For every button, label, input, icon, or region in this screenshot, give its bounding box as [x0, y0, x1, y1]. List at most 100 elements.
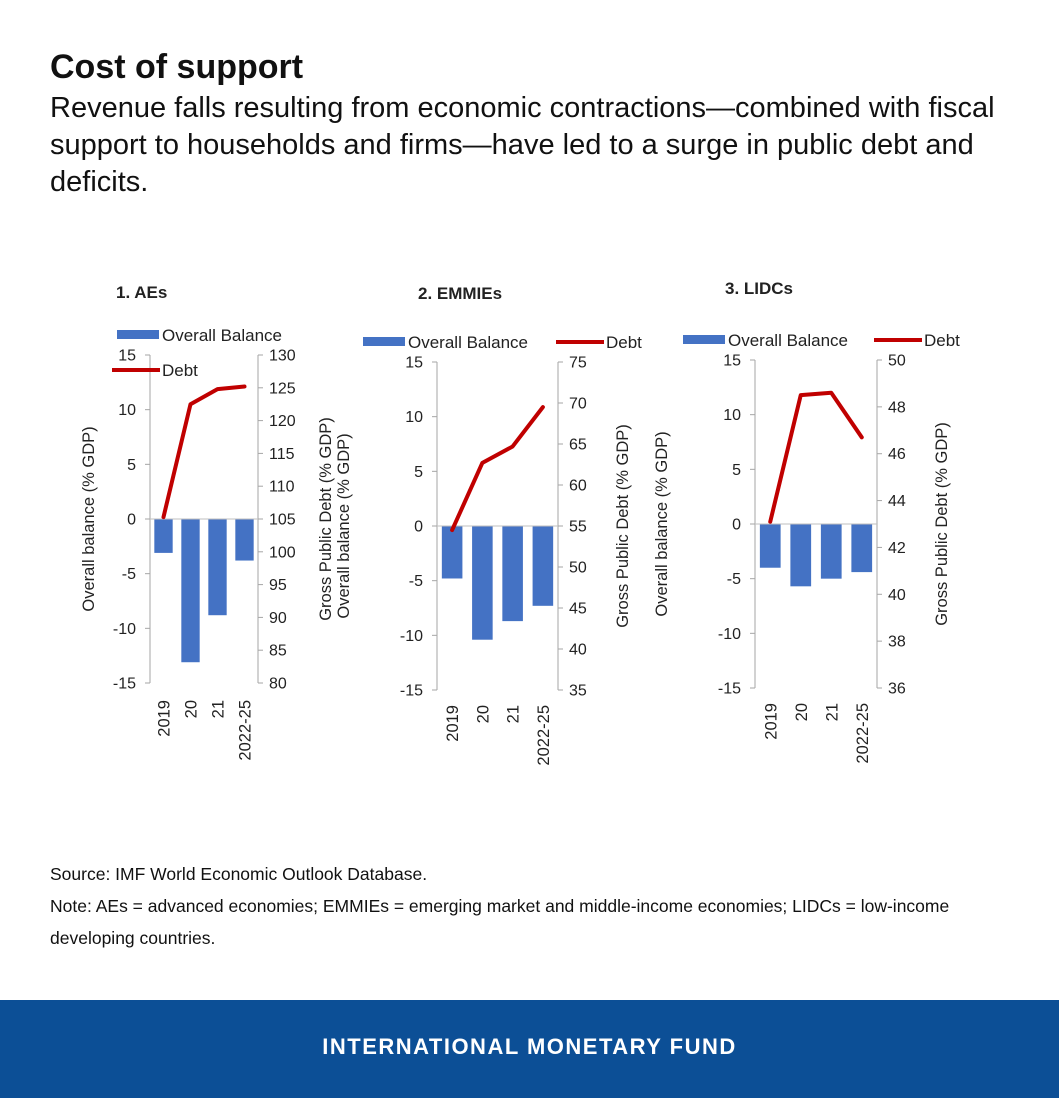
- category-label: 2022-25: [237, 700, 255, 761]
- right-tick-label: 90: [269, 610, 287, 627]
- left-axis-title: Overall balance (% GDP): [653, 431, 671, 616]
- left-tick-label: 10: [405, 409, 423, 426]
- left-tick-label: 5: [414, 464, 423, 481]
- bar-overall-balance: [208, 519, 227, 616]
- chart-panel-3: 3. LIDCs -15 -10 -5 0 5 10 15 36 38 40 42 44 46 48 50 Ov…: [653, 279, 960, 764]
- category-label: 2019: [762, 703, 780, 740]
- left-tick-label: -5: [122, 566, 136, 583]
- right-tick-label: 80: [269, 676, 287, 693]
- category-label: 21: [505, 705, 523, 723]
- left-tick-label: -10: [400, 628, 423, 645]
- left-tick-label: -15: [400, 683, 423, 700]
- category-label: 20: [793, 703, 811, 721]
- left-tick-label: -15: [718, 681, 741, 698]
- left-tick-label: 15: [405, 355, 423, 372]
- bar-overall-balance: [502, 526, 523, 622]
- left-tick-label: -10: [113, 621, 136, 638]
- left-tick-label: 10: [118, 402, 136, 419]
- charts-svg: 1. AEs-15-10-505101580859095100105110115…: [80, 279, 960, 766]
- bar-overall-balance: [759, 524, 781, 568]
- right-tick-label: 42: [888, 540, 906, 557]
- left-tick-label: -15: [113, 676, 136, 693]
- bar-overall-balance: [154, 519, 173, 553]
- category-label: 2022-25: [854, 703, 872, 764]
- legend-label-debt: Debt: [606, 333, 642, 352]
- right-tick-label: 38: [888, 634, 906, 651]
- right-tick-label: 120: [269, 413, 296, 430]
- right-tick-label: 95: [269, 577, 287, 594]
- category-label: 21: [823, 703, 841, 721]
- right-tick-label: 65: [569, 437, 587, 454]
- right-tick-label: 115: [269, 446, 295, 463]
- left-tick-label: -10: [718, 626, 741, 643]
- left-axis-title: Overall balance (% GDP): [80, 426, 98, 611]
- right-tick-label: 48: [888, 399, 906, 416]
- right-tick-label: 60: [569, 478, 587, 495]
- category-label: 20: [474, 705, 492, 723]
- bar-overall-balance: [851, 524, 873, 573]
- left-axis-title: Overall balance (% GDP): [335, 433, 353, 618]
- debt-line: [768, 390, 864, 524]
- page-subtitle: Revenue falls resulting from economic co…: [50, 92, 995, 198]
- right-axis-title: Gross Public Debt (% GDP): [933, 422, 951, 626]
- category-label: 2019: [444, 705, 462, 742]
- left-tick-label: 5: [127, 457, 136, 474]
- left-tick-label: -5: [727, 571, 741, 588]
- right-tick-label: 125: [269, 380, 296, 397]
- category-label: 2022-25: [535, 705, 553, 766]
- page-title: Cost of support: [50, 48, 304, 86]
- source-note: Source: IMF World Economic Outlook Datab…: [50, 864, 428, 884]
- bar-overall-balance: [472, 526, 493, 640]
- debt-line: [450, 405, 545, 533]
- bar-overall-balance: [820, 524, 842, 579]
- right-tick-label: 50: [569, 560, 587, 577]
- left-tick-label: -5: [409, 573, 423, 590]
- left-tick-label: 0: [127, 512, 136, 529]
- notes: Source: IMF World Economic Outlook Datab…: [50, 858, 1030, 954]
- right-axis-title: Gross Public Debt (% GDP): [614, 424, 632, 628]
- left-tick-label: 0: [414, 519, 423, 536]
- left-tick-label: 15: [723, 353, 741, 370]
- abbreviation-note: Note: AEs = advanced economies; EMMIEs =…: [50, 896, 950, 948]
- legend-label-balance: Overall Balance: [408, 333, 528, 352]
- right-axis-title: Gross Public Debt (% GDP): [317, 417, 335, 621]
- legend-label-balance: Overall Balance: [728, 331, 848, 350]
- category-label: 2019: [156, 700, 174, 737]
- left-tick-label: 15: [118, 348, 136, 365]
- bar-overall-balance: [235, 519, 254, 561]
- right-tick-label: 36: [888, 681, 906, 698]
- right-tick-label: 35: [569, 683, 587, 700]
- left-tick-label: 0: [732, 517, 741, 534]
- right-tick-label: 40: [569, 642, 587, 659]
- legend-swatch-balance: [117, 330, 159, 339]
- right-tick-label: 105: [269, 512, 296, 529]
- right-tick-label: 110: [269, 479, 295, 496]
- right-tick-label: 70: [569, 396, 587, 413]
- right-tick-label: 85: [269, 643, 287, 660]
- chart-title: 1. AEs: [116, 283, 167, 302]
- footer-bar: INTERNATIONAL MONETARY FUND: [0, 1000, 1059, 1098]
- bar-overall-balance: [441, 526, 463, 579]
- category-label: 20: [183, 700, 201, 718]
- chart-panel-1: 1. AEs -15 -10 -5 0 5 10 15 80 85 90 95 100 105 110 115…: [80, 283, 335, 761]
- category-label: 21: [210, 700, 228, 718]
- right-tick-label: 55: [569, 519, 587, 536]
- right-tick-label: 45: [569, 601, 587, 618]
- legend-swatch-balance: [363, 337, 405, 346]
- right-tick-label: 130: [269, 348, 296, 365]
- legend-label-balance: Overall Balance: [162, 326, 282, 345]
- bar-overall-balance: [532, 526, 554, 606]
- right-tick-label: 40: [888, 587, 906, 604]
- chart-title: 2. EMMIEs: [418, 284, 502, 303]
- legend-swatch-balance: [683, 335, 725, 344]
- legend-label-debt: Debt: [924, 331, 960, 350]
- right-tick-label: 50: [888, 353, 906, 370]
- right-tick-label: 100: [269, 544, 296, 561]
- bar-overall-balance: [181, 519, 200, 663]
- right-tick-label: 75: [569, 355, 587, 372]
- chart-title: 3. LIDCs: [725, 279, 793, 298]
- right-tick-label: 46: [888, 446, 906, 463]
- bar-overall-balance: [790, 524, 812, 587]
- chart-panel-2: 2. EMMIEs -15 -10 -5 0 5 10 15 35 40 45 50 55 60 65 70 7…: [335, 284, 642, 766]
- right-tick-label: 44: [888, 493, 906, 510]
